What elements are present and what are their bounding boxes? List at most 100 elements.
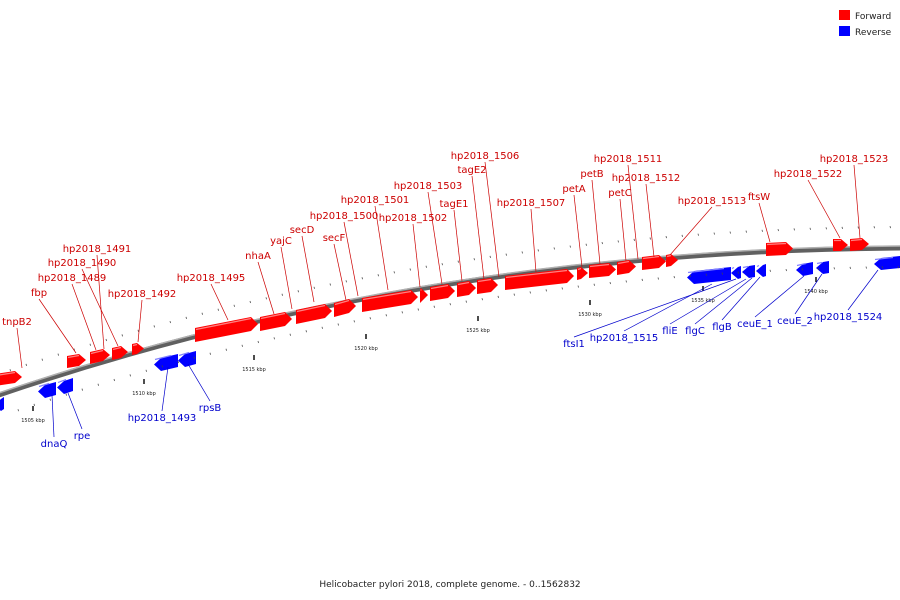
minor-tick-upper	[425, 265, 427, 268]
gene-hp2018-1489[interactable]	[90, 349, 110, 364]
gene-secf-shape[interactable]	[362, 290, 418, 312]
gene-hp2018-1522[interactable]	[833, 239, 848, 251]
gene-hp2018-1512-shape[interactable]	[642, 255, 666, 270]
gene-ceue-1-shape[interactable]	[796, 262, 813, 276]
gene-dnaq[interactable]	[38, 382, 56, 398]
gene-hp2018-1493[interactable]	[154, 354, 178, 371]
gene-hp2018-1492-shape[interactable]	[132, 343, 144, 355]
gene-hp2018-1493-shape[interactable]	[154, 354, 178, 371]
gene-petb[interactable]	[589, 263, 616, 278]
gene-rpsb[interactable]	[178, 351, 196, 367]
gene-hp2018-1495-shape[interactable]	[195, 317, 258, 342]
gene-fbp-shape[interactable]	[67, 354, 86, 368]
label-nhaa: nhaA	[245, 251, 271, 262]
gene-ceue-2-shape[interactable]	[816, 261, 829, 274]
minor-tick-upper	[409, 268, 411, 271]
gene-hp2018-1512[interactable]	[642, 255, 666, 270]
gene-yajc-shape[interactable]	[296, 304, 332, 324]
label-hp2018-1503: hp2018_1503	[394, 181, 463, 192]
gene-ftsw[interactable]	[766, 242, 793, 256]
minor-tick-lower	[689, 274, 691, 277]
gene-hp2018-1511-shape[interactable]	[666, 254, 678, 267]
minor-tick-lower	[881, 266, 883, 269]
gene-flie-shape[interactable]	[742, 265, 755, 278]
minor-tick-lower	[385, 314, 387, 317]
gene-secf[interactable]	[362, 290, 418, 312]
label-peta: petA	[562, 184, 585, 195]
leader-tnpb2	[16, 327, 23, 369]
gene-tnpb2[interactable]	[0, 371, 22, 386]
gene-flgc[interactable]	[756, 264, 766, 277]
minor-tick-upper	[601, 241, 603, 245]
leader-nhaa	[257, 261, 275, 315]
gene-hp2018-1503[interactable]	[477, 278, 498, 294]
gene-rpe-shape[interactable]	[57, 378, 73, 394]
gene-hp2018-1507-shape[interactable]	[505, 269, 574, 290]
minor-tick-upper	[89, 343, 91, 346]
minor-tick-upper	[281, 293, 283, 296]
gene-ftsi1[interactable]	[731, 266, 741, 279]
minor-tick-lower	[481, 298, 483, 301]
label-petb: petB	[580, 169, 603, 180]
gene-hp2018-1492[interactable]	[132, 343, 144, 355]
gene-hp2018-1524b-shape[interactable]	[0, 397, 4, 411]
gene-ftsi1-shape[interactable]	[731, 266, 741, 279]
minor-tick-upper	[521, 251, 523, 254]
gene-hp2018-1495[interactable]	[195, 317, 258, 342]
gene-peta-highlight	[577, 267, 582, 271]
gene-flie[interactable]	[742, 265, 755, 278]
gene-dnaq-shape[interactable]	[38, 382, 56, 398]
gene-yajc[interactable]	[296, 304, 332, 324]
gene-hp2018-1503-shape[interactable]	[477, 278, 498, 294]
gene-petc-shape[interactable]	[617, 260, 636, 275]
gene-hp2018-1523-shape[interactable]	[850, 238, 869, 251]
leader-hp2018-1493	[161, 366, 169, 412]
minor-tick-upper	[489, 255, 491, 258]
gene-hp2018-1490[interactable]	[112, 346, 128, 360]
gene-hp2018-1524b[interactable]	[0, 397, 4, 411]
gene-hp2018-1501-shape[interactable]	[430, 284, 455, 301]
labels-layer: tnpB2 fbp hp2018_1489 hp2018_1490 hp2018_149…	[2, 151, 888, 450]
features-layer	[0, 238, 900, 411]
gene-hp2018-1490-highlight	[112, 346, 122, 351]
gene-hp2018-1511-highlight	[666, 254, 672, 258]
gene-hp2018-1500[interactable]	[420, 288, 428, 303]
gene-ceue-2-highlight	[816, 261, 823, 265]
gene-hp2018-1522-shape[interactable]	[833, 239, 848, 251]
gene-flgc-highlight	[756, 264, 760, 268]
gene-peta[interactable]	[577, 267, 588, 280]
gene-nhaa[interactable]	[260, 312, 292, 331]
gene-hp2018-1515[interactable]	[687, 267, 731, 284]
gene-flgc-shape[interactable]	[756, 264, 766, 277]
gene-hp2018-1502-shape[interactable]	[457, 281, 476, 297]
gene-hp2018-1524-shape[interactable]	[874, 256, 900, 270]
leader-hp2018-1495	[210, 283, 229, 321]
gene-hp2018-1501[interactable]	[430, 284, 455, 301]
figure-caption: Helicobacter pylori 2018, complete genom…	[319, 580, 580, 590]
minor-tick-lower	[273, 337, 275, 340]
gene-hp2018-1524[interactable]	[874, 256, 900, 270]
gene-fbp[interactable]	[67, 354, 86, 368]
gene-petb-shape[interactable]	[589, 263, 616, 278]
gene-hp2018-1507[interactable]	[505, 269, 574, 290]
minor-tick-lower	[609, 281, 611, 285]
gene-petb-highlight	[589, 263, 610, 268]
label-hp2018-1522: hp2018_1522	[774, 169, 843, 180]
gene-hp2018-1523[interactable]	[850, 238, 869, 251]
minor-tick-upper	[169, 320, 171, 324]
gene-rpsb-shape[interactable]	[178, 351, 196, 367]
gene-ceue-2[interactable]	[816, 261, 829, 274]
gene-peta-shape[interactable]	[577, 267, 588, 280]
gene-ceue-1[interactable]	[796, 262, 813, 276]
gene-hp2018-1490-shape[interactable]	[112, 346, 128, 360]
gene-ftsw-shape[interactable]	[766, 242, 793, 256]
gene-hp2018-1515-shape[interactable]	[687, 267, 731, 284]
gene-rpe[interactable]	[57, 378, 73, 394]
gene-petc[interactable]	[617, 260, 636, 275]
leader-fbp	[38, 298, 77, 354]
gene-hp2018-1511[interactable]	[666, 254, 678, 267]
gene-hp2018-1500-shape[interactable]	[420, 288, 428, 303]
gene-secd[interactable]	[334, 299, 356, 317]
gene-hp2018-1502[interactable]	[457, 281, 476, 297]
minor-tick-upper	[313, 286, 315, 289]
